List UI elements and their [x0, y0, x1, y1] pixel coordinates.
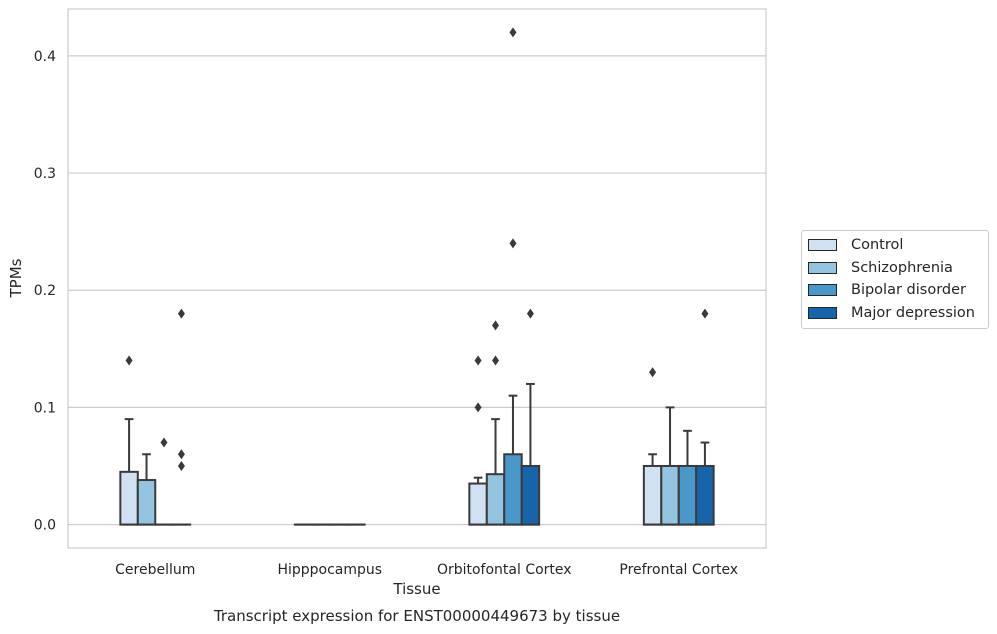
legend-label: Bipolar disorder: [851, 282, 966, 299]
box: [485, 473, 506, 526]
box: [642, 464, 663, 526]
legend-swatch: [808, 261, 837, 274]
box: [119, 470, 139, 526]
legend-item: Schizophrenia: [802, 257, 988, 280]
y-tick-label: 0.2: [34, 283, 56, 299]
legend-swatch: [808, 306, 837, 319]
gridlines: [68, 55, 766, 526]
legend-swatch: [808, 284, 837, 297]
box-group: [520, 308, 541, 526]
outlier-point: [492, 355, 500, 366]
legend: Control Schizophrenia Bipolar disorder Majo…: [801, 230, 989, 329]
x-tick-label: Cerebellum: [115, 562, 195, 578]
outlier-point: [177, 308, 185, 319]
box-group: [154, 437, 174, 526]
box: [695, 464, 715, 526]
legend-item: Major depression: [802, 302, 988, 325]
legend-label: Major depression: [851, 304, 975, 321]
box-group: [642, 367, 663, 526]
outlier-point: [509, 27, 517, 38]
x-tick-label: Hipppocampus: [277, 562, 382, 578]
box-group: [695, 308, 715, 526]
y-tick-label: 0.4: [34, 49, 56, 65]
box: [520, 464, 541, 526]
outlier-point: [492, 320, 500, 331]
y-tick-label: 0.0: [34, 518, 56, 534]
outlier-point: [474, 355, 482, 366]
legend-label: Schizophrenia: [851, 259, 953, 276]
legend-item: Bipolar disorder: [802, 279, 988, 302]
y-tick-label: 0.1: [34, 400, 56, 416]
box-group: [468, 355, 488, 526]
box-group: [660, 406, 680, 526]
outlier-point: [649, 367, 657, 378]
x-tick-label: Orbitofontal Cortex: [437, 562, 572, 578]
box-group: [485, 320, 506, 526]
outlier-point: [177, 460, 185, 471]
x-axis-ticks: Cerebellum Hipppocampus Orbitofontal Corte…: [115, 562, 738, 578]
plot-area-frame: [67, 8, 767, 549]
chart-title: Transcript expression for ENST0000044967…: [213, 607, 620, 625]
x-tick-label: Prefrontal Cortex: [619, 562, 738, 578]
outlier-point: [509, 238, 517, 249]
legend-swatch: [808, 239, 837, 252]
legend-label: Control: [851, 237, 904, 254]
box-group: [171, 308, 192, 526]
outlier-point: [526, 308, 534, 319]
box-plots: [119, 27, 715, 526]
outlier-point: [474, 402, 482, 413]
y-axis-ticks: 0.0 0.1 0.2 0.3 0.4: [34, 49, 56, 534]
box: [503, 453, 523, 526]
box: [677, 464, 698, 526]
outlier-point: [177, 449, 185, 460]
box-group: [136, 453, 157, 526]
box: [468, 482, 488, 526]
y-axis-title: TPMs: [7, 258, 25, 298]
outlier-point: [160, 437, 168, 448]
box-group: [677, 429, 698, 526]
outlier-point: [701, 308, 709, 319]
box-group: [503, 27, 523, 526]
box-group: [119, 355, 139, 526]
y-tick-label: 0.3: [34, 166, 56, 182]
box: [136, 479, 157, 526]
box: [660, 464, 680, 526]
legend-item: Control: [802, 234, 988, 257]
outlier-point: [125, 355, 133, 366]
x-axis-title: Tissue: [392, 580, 440, 598]
